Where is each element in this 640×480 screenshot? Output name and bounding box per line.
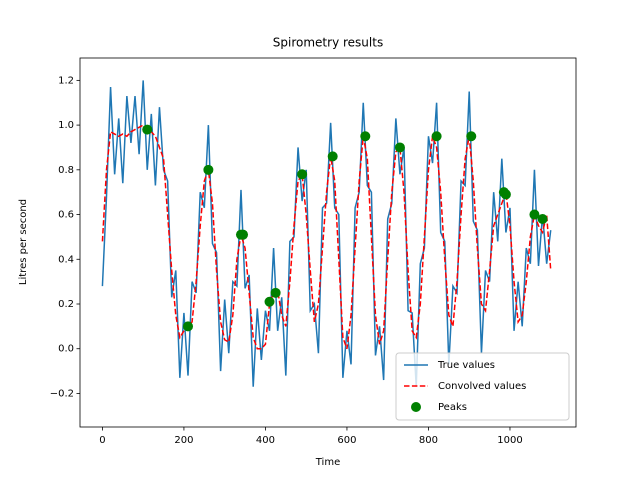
convolved-line	[101, 124, 552, 350]
peak-point	[466, 131, 477, 142]
y-tick-label: 0.2	[58, 299, 74, 310]
peak-point	[270, 287, 281, 298]
peak-point	[500, 189, 511, 200]
y-tick-label: 0.6	[58, 210, 74, 221]
peak-point	[431, 131, 442, 142]
y-tick-label: 1.0	[58, 120, 74, 131]
x-axis-label: Time	[315, 457, 340, 468]
y-tick-label: 0.8	[58, 165, 74, 176]
x-tick-label: 0	[99, 435, 105, 446]
x-tick-label: 400	[256, 435, 275, 446]
y-tick-label: 1.2	[58, 75, 74, 86]
peak-point	[142, 124, 153, 135]
peak-point	[183, 321, 194, 332]
y-tick-label: 0.0	[58, 344, 74, 355]
y-tick-label: −0.2	[50, 388, 74, 399]
plot-area	[101, 80, 552, 387]
legend-label: True values	[437, 360, 495, 371]
legend-label: Convolved values	[438, 381, 526, 392]
peak-point	[238, 229, 249, 240]
peak-point	[529, 209, 540, 220]
peak-point	[203, 164, 214, 175]
chart-title: Spirometry results	[273, 36, 383, 50]
legend-marker	[411, 402, 421, 412]
peak-point	[327, 151, 338, 162]
peak-point	[264, 296, 275, 307]
plot-frame	[79, 57, 577, 428]
peak-point	[537, 214, 548, 225]
y-axis-label: Litres per second	[18, 199, 29, 285]
peak-point	[297, 169, 308, 180]
x-tick-label: 800	[419, 435, 438, 446]
peak-point	[360, 131, 371, 142]
y-tick-label: 0.4	[58, 254, 74, 265]
peak-point	[394, 142, 405, 153]
x-tick-label: 1000	[497, 435, 522, 446]
x-tick-label: 600	[337, 435, 356, 446]
legend-box	[395, 352, 570, 421]
x-tick-label: 200	[174, 435, 193, 446]
legend-label: Peaks	[438, 402, 467, 413]
